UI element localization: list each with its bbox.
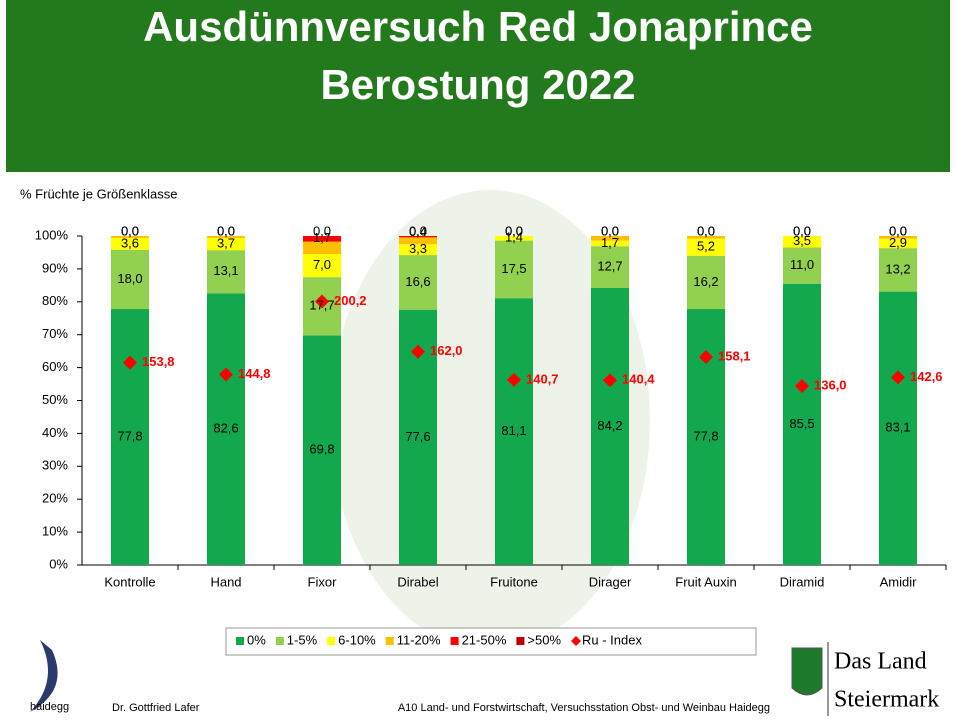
y-tick-label: 100% <box>35 227 69 242</box>
y-tick-label: 50% <box>42 392 68 407</box>
bar-label: 16,2 <box>693 274 718 289</box>
x-tick-label: Hand <box>210 574 241 589</box>
ru-label: 140,7 <box>526 371 559 386</box>
title-line: Berostung 2022 <box>320 61 635 108</box>
bar-label: 3,3 <box>409 241 427 256</box>
legend-label: 6-10% <box>338 632 376 647</box>
footer-author: Dr. Gottfried Lafer <box>112 702 200 714</box>
bar-label: 5,2 <box>697 239 715 254</box>
bar-label: 7,0 <box>313 257 331 272</box>
bar-label: 0,0 <box>697 223 715 238</box>
legend-label: >50% <box>527 632 561 647</box>
legend-marker <box>451 637 459 645</box>
bar-label: 84,2 <box>597 418 622 433</box>
bar-label: 77,8 <box>693 428 718 443</box>
bar-label: 0,0 <box>217 223 235 238</box>
y-tick-label: 60% <box>42 359 68 374</box>
bar-label: 0,0 <box>793 223 811 238</box>
bar-label: 77,8 <box>117 428 142 443</box>
legend-label: 1-5% <box>287 632 318 647</box>
legend-label: 11-20% <box>397 632 441 647</box>
footer-logo-text: haidegg <box>30 701 69 713</box>
legend-label: 21-50% <box>462 632 507 647</box>
legend-marker <box>236 637 244 645</box>
y-tick-label: 70% <box>42 326 68 341</box>
legend-marker <box>327 637 335 645</box>
bar-label: 18,0 <box>117 271 142 286</box>
x-tick-label: Amidir <box>880 574 918 589</box>
x-tick-label: Diramid <box>780 574 825 589</box>
ru-label: 158,1 <box>718 348 751 363</box>
bar-label: 81,1 <box>501 423 526 438</box>
bar-label: 85,5 <box>789 416 814 431</box>
steiermark-crest <box>792 648 822 695</box>
bar-label: 13,1 <box>213 263 238 278</box>
bar-label: 17,7 <box>309 298 334 313</box>
bar-label: 13,2 <box>885 261 910 276</box>
bar-label: 0,0 <box>505 223 523 238</box>
y-tick-label: 40% <box>42 425 68 440</box>
bar-label: 0,0 <box>121 223 139 238</box>
ru-label: 140,4 <box>622 372 655 387</box>
x-tick-label: Fruitone <box>490 574 538 589</box>
y-tick-label: 10% <box>42 524 68 539</box>
y-tick-label: 80% <box>42 293 68 308</box>
slide: Ausdünnversuch Red Jonaprince Berostung 2… <box>0 0 956 723</box>
legend-label: 0% <box>247 632 266 647</box>
ru-label: 200,2 <box>334 293 367 308</box>
bar-label: 0,0 <box>601 223 619 238</box>
x-tick-label: Fixor <box>308 574 338 589</box>
bar-label: 69,8 <box>309 442 334 457</box>
legend-marker <box>516 637 524 645</box>
y-axis-title: % Früchte je Größenklasse <box>20 186 178 201</box>
x-tick-label: Dirager <box>589 574 632 589</box>
bar-label: 11,0 <box>790 257 814 272</box>
bar-label: 77,6 <box>405 429 430 444</box>
ru-label: 142,6 <box>910 369 943 384</box>
y-tick-label: 90% <box>42 260 68 275</box>
bar-label: 12,7 <box>597 259 622 274</box>
logo-line2: Steiermark <box>834 687 939 713</box>
bar-label: 82,6 <box>213 421 238 436</box>
x-tick-label: Fruit Auxin <box>675 574 736 589</box>
bar-label: 0,0 <box>889 223 907 238</box>
bar-label: 83,1 <box>885 420 910 435</box>
legend-marker <box>386 637 394 645</box>
y-tick-label: 20% <box>42 491 68 506</box>
y-tick-label: 0% <box>49 556 68 571</box>
ru-label: 144,8 <box>238 366 271 381</box>
ru-label: 162,0 <box>430 343 463 358</box>
legend-marker <box>276 637 284 645</box>
title-line: Ausdünnversuch Red Jonaprince <box>143 3 813 50</box>
ru-label: 153,8 <box>142 354 175 369</box>
legend-label: Ru - Index <box>582 632 642 647</box>
y-tick-label: 30% <box>42 458 68 473</box>
logo-line1: Das Land <box>834 649 927 675</box>
bar-label: 16,6 <box>405 274 430 289</box>
bar-label: 0,0 <box>409 223 427 238</box>
bar-label: 0,0 <box>313 223 331 238</box>
footer-institution: A10 Land- und Forstwirtschaft, Versuchss… <box>398 702 770 714</box>
ru-label: 136,0 <box>814 377 847 392</box>
bar-label: 17,5 <box>501 261 526 276</box>
x-tick-label: Kontrolle <box>104 574 155 589</box>
x-tick-label: Dirabel <box>397 574 438 589</box>
